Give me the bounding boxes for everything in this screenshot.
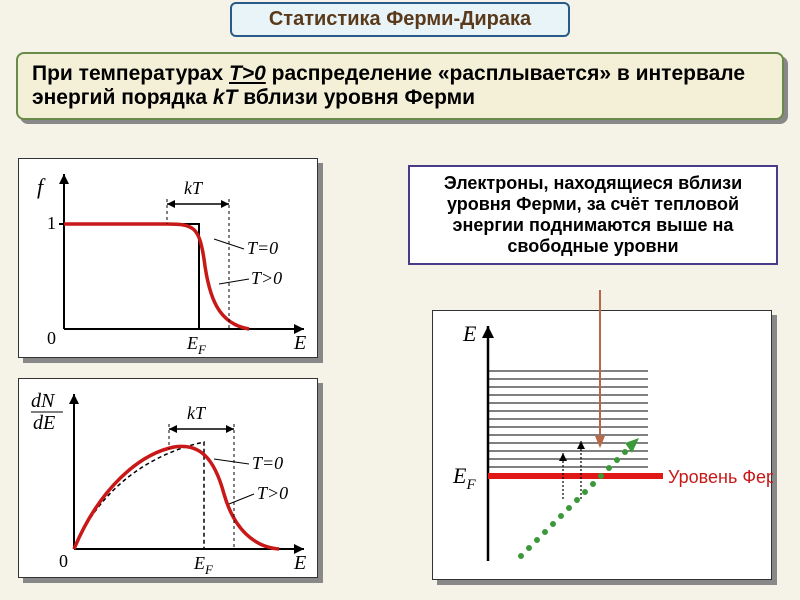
pointer-arrow	[0, 0, 800, 600]
